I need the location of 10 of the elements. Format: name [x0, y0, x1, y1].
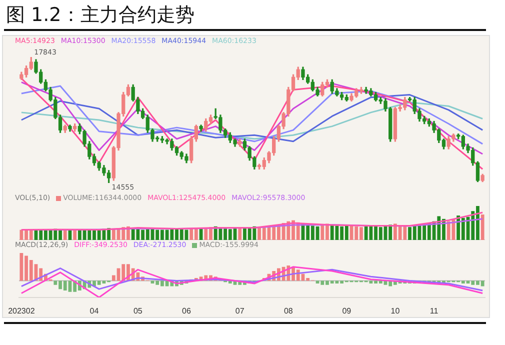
x-tick-label: 06 — [182, 306, 192, 316]
chart-title: 图 1.2：主力合约走势 — [6, 3, 194, 28]
x-tick-label: 10 — [390, 306, 400, 316]
x-tick-label: 08 — [284, 306, 294, 316]
x-tick-label: 04 — [90, 306, 100, 316]
x-tick-label: 05 — [133, 306, 143, 316]
x-tick-label: 07 — [235, 306, 245, 316]
x-tick-label: 11 — [430, 306, 439, 316]
x-tick-label: 09 — [342, 306, 352, 316]
x-tick-label: 202302 — [8, 306, 36, 316]
